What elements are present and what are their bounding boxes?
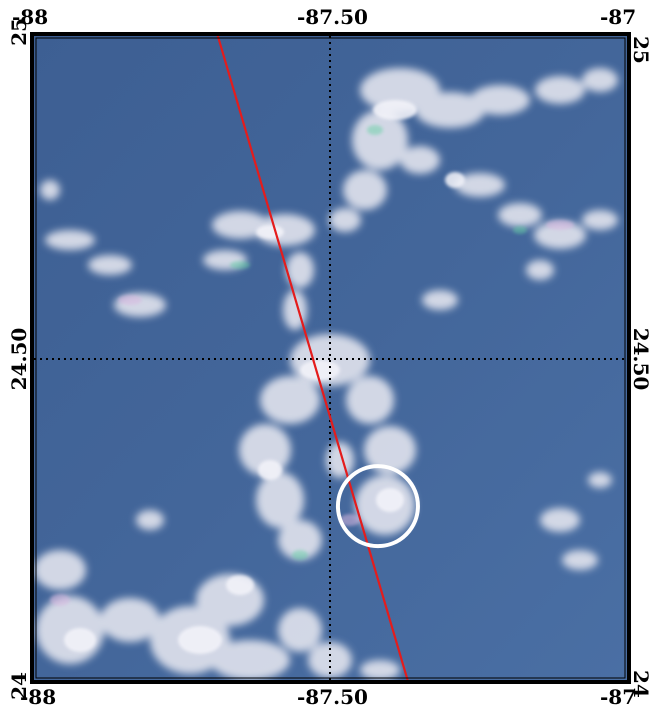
x-tick-bottom-right: -87 bbox=[600, 685, 636, 708]
x-tick-bottom-center: -87.50 bbox=[297, 685, 368, 708]
x-tick-top-left: -88 bbox=[12, 5, 48, 29]
location-marker-circle bbox=[335, 464, 420, 549]
x-tick-top-right: -87 bbox=[600, 5, 636, 29]
map-frame bbox=[30, 32, 631, 684]
y-tick-right-middle: 24.50 bbox=[629, 328, 649, 391]
satellite-track-line bbox=[216, 35, 409, 681]
x-tick-top-center: -87.50 bbox=[297, 5, 368, 29]
y-tick-left-middle: 24.50 bbox=[7, 328, 31, 391]
y-tick-right-top: 25 bbox=[629, 36, 649, 64]
x-tick-bottom-left: -88 bbox=[20, 685, 56, 708]
y-tick-left-top: 25 bbox=[7, 18, 31, 46]
y-tick-left-bottom: 24 bbox=[7, 672, 31, 700]
cloud-layer bbox=[34, 68, 618, 680]
y-tick-right-bottom: 24 bbox=[629, 670, 649, 698]
